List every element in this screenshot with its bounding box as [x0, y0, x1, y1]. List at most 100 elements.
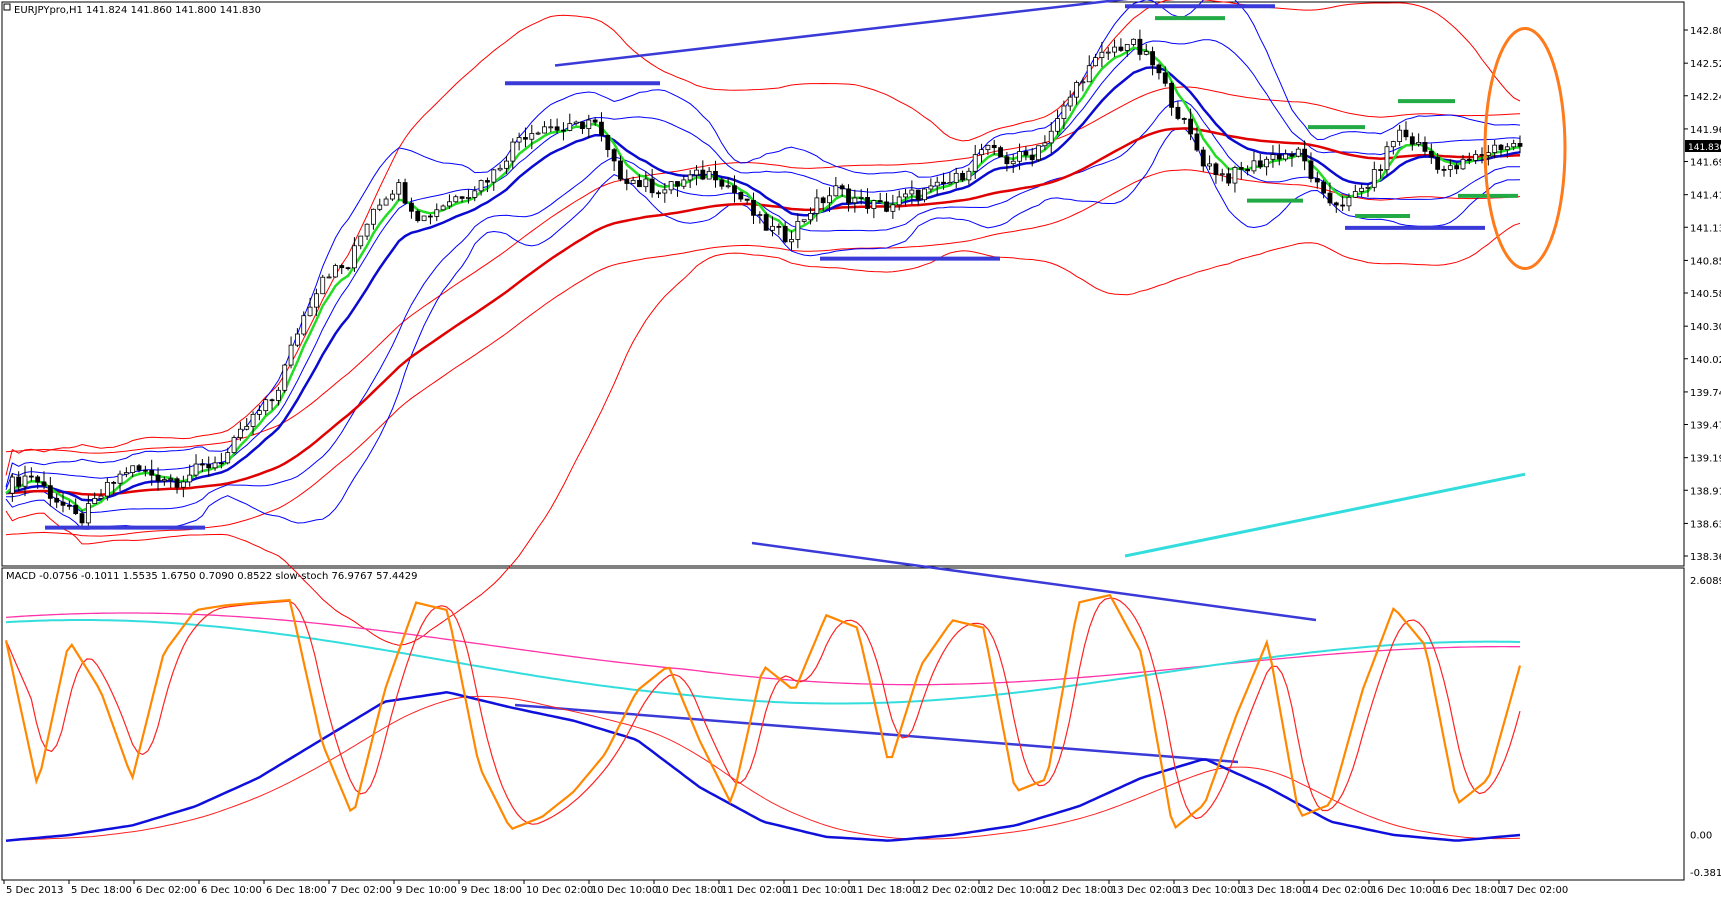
- candle-body: [1099, 51, 1105, 58]
- candle-body: [624, 178, 630, 184]
- price-tick-label: 142.520: [1690, 59, 1721, 70]
- time-tick-label: 14 Dec 02:00: [1306, 885, 1373, 896]
- candle-body: [814, 197, 820, 214]
- candle-body: [275, 389, 281, 401]
- candle-body: [1416, 142, 1422, 145]
- candle-body: [1238, 167, 1244, 170]
- candle-body: [1327, 192, 1333, 204]
- trend-line: [554, 0, 1129, 67]
- candle-body: [1302, 148, 1308, 162]
- candle-body: [434, 209, 440, 217]
- candle-body: [199, 463, 205, 466]
- candle-body: [428, 215, 433, 218]
- candle-body: [1213, 163, 1219, 176]
- candle-body: [675, 181, 680, 187]
- candle-body: [770, 225, 775, 231]
- candle-body: [269, 399, 275, 402]
- candle-body: [421, 215, 427, 222]
- candle-body: [282, 364, 288, 391]
- candle-body: [801, 219, 807, 222]
- time-tick-label: 13 Dec 18:00: [1241, 885, 1308, 896]
- candle-body: [263, 399, 269, 412]
- candle-body: [307, 306, 313, 317]
- price-tick-label: 139.745: [1690, 388, 1721, 399]
- candle-body: [953, 172, 959, 183]
- time-tick-label: 12 Dec 02:00: [916, 885, 983, 896]
- time-tick-label: 10 Dec 02:00: [526, 885, 593, 896]
- time-tick-label: 6 Dec 02:00: [136, 885, 197, 896]
- candle-body: [85, 503, 91, 524]
- candle-body: [694, 169, 699, 176]
- time-tick-label: 11 Dec 18:00: [851, 885, 918, 896]
- time-tick-label: 11 Dec 02:00: [721, 885, 788, 896]
- candle-body: [1200, 149, 1206, 167]
- highlight-ellipse: [1483, 26, 1567, 270]
- candle-body: [9, 476, 15, 494]
- candle-body: [998, 147, 1003, 158]
- price-tick-label: 140.300: [1690, 322, 1721, 333]
- candle-body: [725, 185, 731, 188]
- candle-body: [123, 472, 129, 475]
- candle-body: [1074, 82, 1079, 98]
- candle-body: [440, 205, 446, 211]
- candle-body: [1048, 130, 1054, 144]
- candle-body: [1441, 169, 1447, 171]
- candle-body: [1276, 154, 1282, 160]
- candle-body: [1257, 160, 1263, 168]
- time-tick-label: 9 Dec 10:00: [396, 885, 457, 896]
- price-tick-label: 141.135: [1690, 223, 1721, 234]
- price-pane[interactable]: [1, 1, 1685, 567]
- candle-body: [1061, 105, 1067, 119]
- candle-body: [60, 501, 66, 506]
- candle-body: [1194, 133, 1200, 151]
- time-tick-label: 9 Dec 18:00: [461, 885, 522, 896]
- candle-body: [592, 119, 598, 123]
- time-axis: 5 Dec 2013 5 Dec 18:00 6 Dec 02:00 6 Dec 10…: [3, 880, 1568, 896]
- candle-body: [155, 474, 161, 482]
- bollinger-upper: [5, 0, 1521, 488]
- candle-body: [896, 196, 902, 206]
- candle-body: [478, 180, 484, 192]
- candle-body: [345, 267, 351, 270]
- candle-body: [732, 185, 737, 193]
- candle-body: [839, 185, 845, 190]
- candle-body: [605, 134, 611, 151]
- bollinger-upper-inner: [5, 39, 1521, 490]
- candle-body: [1004, 156, 1010, 165]
- candle-body: [1175, 106, 1181, 119]
- candle-body: [795, 220, 801, 240]
- macd-main-line: [5, 691, 1521, 842]
- candle-body: [497, 167, 503, 171]
- candle-body: [884, 201, 889, 212]
- candle-body: [231, 437, 237, 453]
- candle-body: [1150, 51, 1155, 66]
- candle-body: [142, 469, 148, 472]
- time-tick-label: 11 Dec 10:00: [786, 885, 853, 896]
- candle-body: [656, 192, 661, 195]
- candle-body: [358, 235, 364, 247]
- candle-body: [972, 154, 978, 172]
- candle-body: [1232, 167, 1238, 184]
- candle-body: [662, 189, 668, 194]
- candle-body: [415, 210, 421, 222]
- candle-body: [79, 513, 85, 524]
- candle-body: [136, 465, 142, 471]
- candle-body: [1473, 154, 1479, 161]
- candle-body: [111, 481, 117, 484]
- time-tick-label: 17 Dec 02:00: [1501, 885, 1568, 896]
- candle-body: [681, 179, 687, 187]
- candle-body: [960, 172, 965, 181]
- candle-body: [447, 201, 452, 207]
- indicator-tick-label: 0.00: [1690, 831, 1712, 842]
- current-price-label: 141.830: [1688, 143, 1721, 153]
- candle-body: [237, 428, 243, 438]
- price-tick-label: 140.580: [1690, 289, 1721, 300]
- candle-body: [390, 193, 395, 200]
- ema-slow-line: [5, 127, 1521, 496]
- divergence-line: [514, 703, 1239, 764]
- candle-body: [611, 149, 617, 162]
- candle-body: [871, 200, 877, 209]
- indicator-pane[interactable]: [1, 567, 1685, 881]
